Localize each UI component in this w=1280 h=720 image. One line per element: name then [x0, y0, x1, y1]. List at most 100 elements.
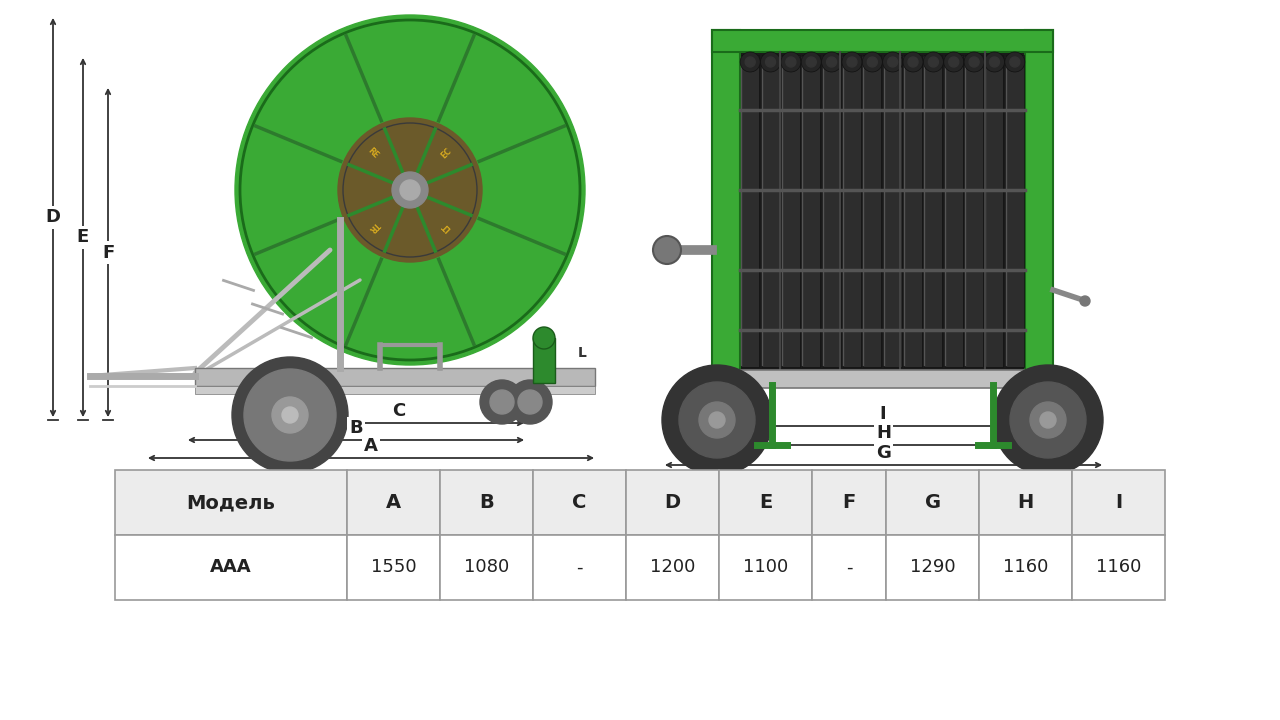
Bar: [1006, 55, 1024, 367]
Text: B: B: [349, 419, 362, 437]
Text: H: H: [876, 424, 891, 442]
Text: 1160: 1160: [1004, 559, 1048, 577]
Bar: [740, 52, 1025, 370]
Text: 1200: 1200: [650, 559, 695, 577]
Circle shape: [709, 412, 724, 428]
Circle shape: [923, 52, 943, 72]
Circle shape: [490, 390, 515, 414]
Bar: [195, 386, 595, 394]
Bar: [719, 470, 812, 535]
Text: D: D: [664, 493, 681, 512]
Circle shape: [392, 172, 428, 208]
Circle shape: [1030, 402, 1066, 438]
Circle shape: [765, 57, 776, 67]
Circle shape: [847, 57, 858, 67]
Bar: [347, 470, 440, 535]
Circle shape: [273, 397, 308, 433]
Circle shape: [1005, 52, 1025, 72]
Text: EC: EC: [440, 146, 454, 161]
Bar: [904, 55, 922, 367]
Bar: [924, 55, 942, 367]
Bar: [823, 55, 841, 367]
Text: F: F: [102, 243, 114, 261]
Circle shape: [781, 52, 801, 72]
Bar: [945, 55, 963, 367]
Circle shape: [653, 236, 681, 264]
Circle shape: [1080, 296, 1091, 306]
Text: AAA: AAA: [210, 559, 252, 577]
Bar: [986, 55, 1004, 367]
Bar: [712, 30, 740, 370]
Bar: [812, 535, 886, 600]
Bar: [712, 30, 1053, 52]
Circle shape: [532, 327, 556, 349]
Bar: [979, 470, 1073, 535]
Bar: [965, 55, 983, 367]
Circle shape: [868, 57, 877, 67]
Circle shape: [863, 52, 882, 72]
Circle shape: [989, 57, 1000, 67]
Bar: [812, 470, 886, 535]
Text: A: A: [387, 493, 402, 512]
Bar: [532, 338, 556, 383]
Circle shape: [883, 52, 902, 72]
Text: 1550: 1550: [371, 559, 416, 577]
Text: L: L: [577, 346, 586, 360]
Bar: [347, 535, 440, 600]
Circle shape: [508, 380, 552, 424]
Text: F: F: [842, 493, 856, 512]
Bar: [741, 55, 759, 367]
Text: I: I: [879, 405, 886, 423]
Bar: [979, 535, 1073, 600]
Bar: [440, 535, 534, 600]
Circle shape: [984, 52, 1005, 72]
Circle shape: [948, 57, 959, 67]
Text: B: B: [479, 493, 494, 512]
Bar: [701, 370, 1062, 388]
Circle shape: [786, 57, 796, 67]
Text: D: D: [46, 209, 60, 227]
Text: C: C: [392, 402, 406, 420]
Bar: [626, 535, 719, 600]
Circle shape: [1010, 382, 1085, 458]
Circle shape: [964, 52, 984, 72]
Bar: [534, 470, 626, 535]
Bar: [440, 470, 534, 535]
Text: Модель: Модель: [187, 493, 275, 512]
Bar: [626, 470, 719, 535]
Bar: [115, 535, 347, 600]
Bar: [1073, 535, 1165, 600]
Circle shape: [1010, 57, 1020, 67]
Bar: [719, 535, 812, 600]
Text: C: C: [572, 493, 586, 512]
Bar: [1073, 470, 1165, 535]
Text: -: -: [846, 559, 852, 577]
Bar: [762, 55, 780, 367]
Text: -: -: [576, 559, 582, 577]
Bar: [195, 368, 595, 386]
Bar: [534, 535, 626, 600]
Circle shape: [993, 365, 1103, 475]
Bar: [782, 55, 800, 367]
Circle shape: [908, 57, 918, 67]
Text: E: E: [77, 228, 90, 246]
Bar: [115, 470, 347, 535]
Circle shape: [760, 52, 781, 72]
Circle shape: [338, 118, 483, 262]
Circle shape: [678, 382, 755, 458]
Circle shape: [399, 180, 420, 200]
Circle shape: [801, 52, 822, 72]
Circle shape: [827, 57, 837, 67]
Bar: [1025, 30, 1053, 370]
Text: 1100: 1100: [742, 559, 788, 577]
Circle shape: [842, 52, 861, 72]
Circle shape: [822, 52, 842, 72]
Circle shape: [928, 57, 938, 67]
Text: 1160: 1160: [1096, 559, 1142, 577]
Circle shape: [518, 390, 541, 414]
Bar: [803, 55, 820, 367]
Bar: [886, 470, 979, 535]
Text: G: G: [876, 444, 891, 462]
Text: RE: RE: [366, 146, 380, 161]
Circle shape: [662, 365, 772, 475]
